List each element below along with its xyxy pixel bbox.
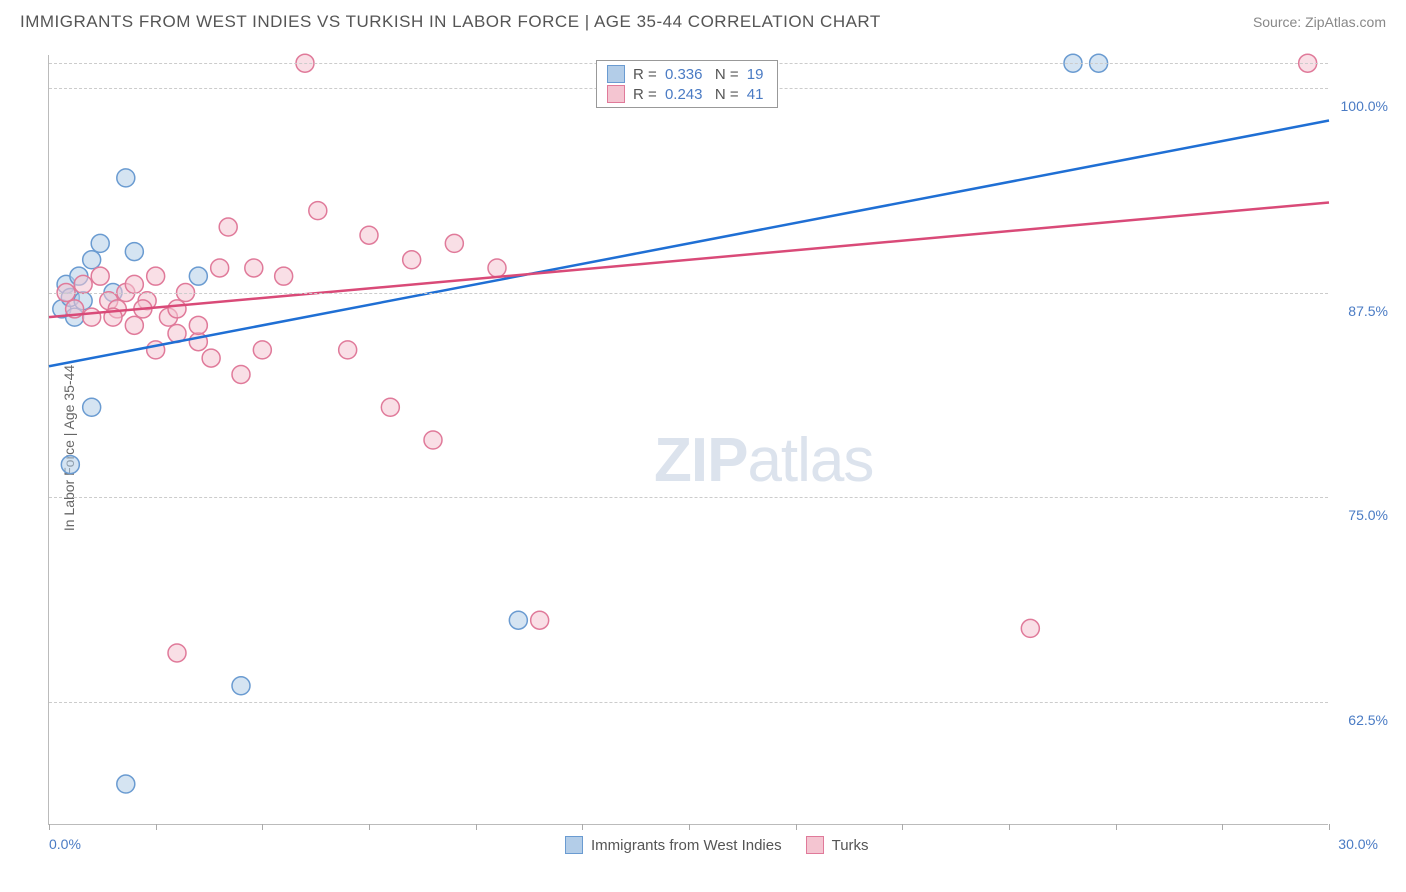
plot-svg bbox=[49, 55, 1329, 825]
data-point bbox=[189, 316, 207, 334]
source-attribution: Source: ZipAtlas.com bbox=[1253, 14, 1386, 30]
legend-stat-text: R = 0.336 N = 19 bbox=[633, 66, 767, 83]
data-point bbox=[147, 267, 165, 285]
x-tick bbox=[902, 824, 903, 830]
data-point bbox=[83, 251, 101, 269]
data-point bbox=[91, 234, 109, 252]
x-tick bbox=[689, 824, 690, 830]
legend-stats-row: R = 0.243 N = 41 bbox=[607, 85, 767, 103]
trend-line bbox=[49, 121, 1329, 367]
data-point bbox=[74, 275, 92, 293]
data-point bbox=[531, 611, 549, 629]
data-point bbox=[232, 677, 250, 695]
legend-stats-row: R = 0.336 N = 19 bbox=[607, 65, 767, 83]
gridline-h bbox=[49, 293, 1328, 294]
gridline-h bbox=[49, 497, 1328, 498]
data-point bbox=[168, 300, 186, 318]
data-point bbox=[83, 308, 101, 326]
data-point bbox=[125, 243, 143, 261]
data-point bbox=[189, 267, 207, 285]
data-point bbox=[61, 456, 79, 474]
data-point bbox=[232, 365, 250, 383]
data-point bbox=[509, 611, 527, 629]
x-tick bbox=[1222, 824, 1223, 830]
x-tick bbox=[156, 824, 157, 830]
legend-series: Immigrants from West Indies Turks bbox=[565, 836, 869, 854]
x-tick bbox=[262, 824, 263, 830]
data-point bbox=[202, 349, 220, 367]
data-point bbox=[245, 259, 263, 277]
legend-series-label: Turks bbox=[832, 837, 869, 854]
legend-stat-text: R = 0.243 N = 41 bbox=[633, 86, 767, 103]
data-point bbox=[488, 259, 506, 277]
data-point bbox=[1021, 619, 1039, 637]
data-point bbox=[91, 267, 109, 285]
y-tick-label: 75.0% bbox=[1348, 507, 1388, 523]
x-tick bbox=[369, 824, 370, 830]
y-tick-label: 87.5% bbox=[1348, 303, 1388, 319]
x-tick bbox=[49, 824, 50, 830]
data-point bbox=[117, 775, 135, 793]
data-point bbox=[339, 341, 357, 359]
legend-swatch bbox=[607, 85, 625, 103]
legend-swatch bbox=[806, 836, 824, 854]
x-tick bbox=[1329, 824, 1330, 830]
legend-series-item: Turks bbox=[806, 836, 869, 854]
data-point bbox=[125, 316, 143, 334]
chart-plot-area: In Labor Force | Age 35-44 ZIPatlas 62.5… bbox=[48, 55, 1328, 825]
x-tick bbox=[582, 824, 583, 830]
legend-swatch bbox=[565, 836, 583, 854]
header: IMMIGRANTS FROM WEST INDIES VS TURKISH I… bbox=[0, 0, 1406, 42]
data-point bbox=[424, 431, 442, 449]
legend-swatch bbox=[607, 65, 625, 83]
data-point bbox=[445, 234, 463, 252]
x-tick bbox=[476, 824, 477, 830]
legend-series-item: Immigrants from West Indies bbox=[565, 836, 782, 854]
x-label-left: 0.0% bbox=[49, 836, 81, 852]
trend-line bbox=[49, 202, 1329, 317]
x-tick bbox=[1009, 824, 1010, 830]
gridline-h bbox=[49, 702, 1328, 703]
y-tick-label: 100.0% bbox=[1341, 98, 1388, 114]
data-point bbox=[219, 218, 237, 236]
data-point bbox=[275, 267, 293, 285]
data-point bbox=[403, 251, 421, 269]
x-tick bbox=[1116, 824, 1117, 830]
data-point bbox=[381, 398, 399, 416]
legend-stats: R = 0.336 N = 19 R = 0.243 N = 41 bbox=[596, 60, 778, 108]
data-point bbox=[83, 398, 101, 416]
legend-series-label: Immigrants from West Indies bbox=[591, 837, 782, 854]
data-point bbox=[360, 226, 378, 244]
x-tick bbox=[796, 824, 797, 830]
data-point bbox=[117, 169, 135, 187]
data-point bbox=[211, 259, 229, 277]
chart-title: IMMIGRANTS FROM WEST INDIES VS TURKISH I… bbox=[20, 12, 881, 32]
data-point bbox=[125, 275, 143, 293]
x-label-right: 30.0% bbox=[1338, 836, 1378, 852]
data-point bbox=[309, 202, 327, 220]
data-point bbox=[253, 341, 271, 359]
data-point bbox=[168, 644, 186, 662]
y-tick-label: 62.5% bbox=[1348, 712, 1388, 728]
